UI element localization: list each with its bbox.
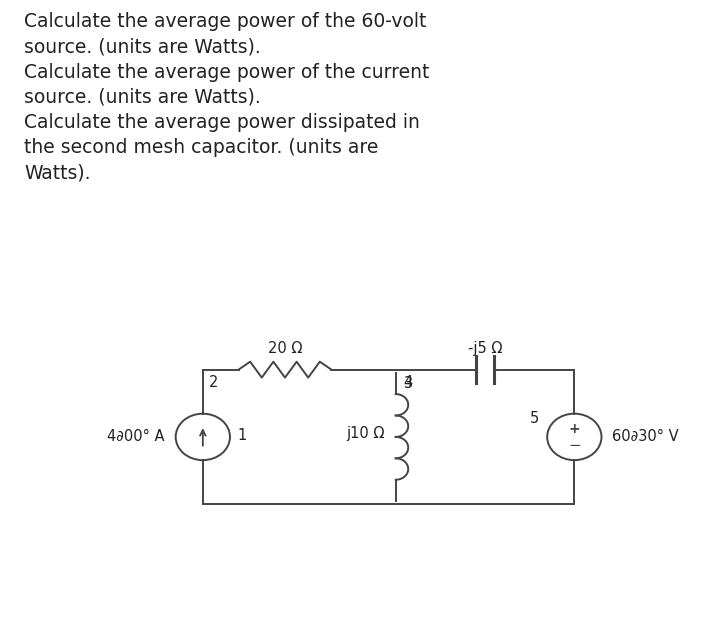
Text: 3: 3 (405, 376, 413, 391)
Text: -j5 Ω: -j5 Ω (468, 341, 503, 356)
Text: 5: 5 (529, 411, 539, 426)
Text: j10 Ω: j10 Ω (346, 426, 385, 441)
Text: 2: 2 (209, 375, 218, 389)
Text: −: − (568, 438, 581, 453)
Text: 4: 4 (403, 375, 412, 389)
Text: Calculate the average power of the 60-volt
source. (units are Watts).
Calculate : Calculate the average power of the 60-vo… (24, 12, 430, 183)
Text: 60∂30° V: 60∂30° V (612, 429, 679, 444)
Text: 1: 1 (237, 428, 246, 443)
Text: 20 Ω: 20 Ω (268, 341, 302, 356)
Text: 4∂00° A: 4∂00° A (107, 429, 165, 444)
Text: +: + (569, 422, 580, 436)
